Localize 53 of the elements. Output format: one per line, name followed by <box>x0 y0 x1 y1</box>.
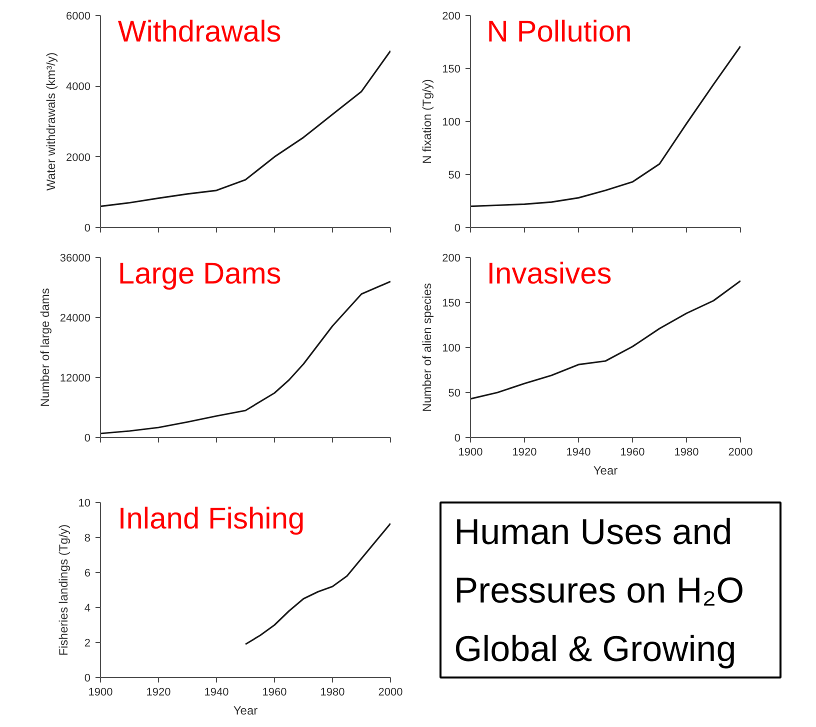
y-tick-label: 0 <box>84 432 91 444</box>
y-axis-title: Number of alien species <box>420 283 434 412</box>
y-tick-label: 24000 <box>60 312 91 324</box>
x-tick-label: 1960 <box>620 446 645 458</box>
y-tick-label: 50 <box>448 170 461 182</box>
chart-title: N Pollution <box>486 16 632 48</box>
x-tick-label: 1900 <box>458 446 483 458</box>
x-tick-label: 1980 <box>320 686 345 698</box>
x-tick-label: 1940 <box>204 686 229 698</box>
x-tick-label: 2000 <box>728 446 753 458</box>
chart-title: Large Dams <box>118 258 282 290</box>
y-tick-label: 4 <box>84 602 91 614</box>
x-axis-title: Year <box>593 464 618 478</box>
y-tick-label: 2000 <box>66 152 91 164</box>
x-tick-label: 1960 <box>262 686 287 698</box>
y-axis-title: Fisheries landings (Tg/y) <box>56 524 70 656</box>
y-tick-label: 100 <box>442 116 461 128</box>
line-series <box>100 50 390 208</box>
line-series <box>470 45 740 208</box>
y-tick-label: 0 <box>84 222 91 234</box>
y-tick-label: 6 <box>84 568 91 580</box>
x-tick-label: 1980 <box>674 446 699 458</box>
y-tick-label: 0 <box>454 432 461 444</box>
x-tick-label: 2000 <box>378 686 403 698</box>
y-axis-title: Number of large dams <box>38 288 52 407</box>
y-tick-label: 0 <box>84 672 91 684</box>
y-axis-title: N fixation (Tg/y) <box>420 79 434 164</box>
y-tick-label: 36000 <box>60 252 91 264</box>
chart-title: Invasives <box>486 258 612 290</box>
y-tick-label: 200 <box>442 10 461 22</box>
y-tick-label: 50 <box>448 388 461 400</box>
y-tick-label: 10 <box>78 498 91 510</box>
chart-title: Withdrawals <box>118 16 282 48</box>
x-axis-title: Year <box>233 704 258 718</box>
x-tick-label: 1920 <box>146 686 171 698</box>
text: Global & Growing <box>454 628 736 669</box>
y-tick-label: 2 <box>84 638 91 650</box>
y-tick-label: 100 <box>442 342 461 354</box>
y-axis-title: Water withdrawals (km³/y) <box>44 52 58 191</box>
y-tick-label: 8 <box>84 532 91 544</box>
y-tick-label: 6000 <box>66 10 91 22</box>
y-tick-label: 150 <box>442 298 461 310</box>
text: Pressures on H₂O <box>454 570 744 610</box>
x-tick-label: 1920 <box>512 446 537 458</box>
y-tick-label: 0 <box>454 222 461 234</box>
x-tick-label: 1940 <box>566 446 591 458</box>
y-tick-label: 200 <box>442 252 461 264</box>
x-tick-label: 1900 <box>88 686 113 698</box>
y-tick-label: 4000 <box>66 81 91 94</box>
y-tick-label: 150 <box>442 64 461 76</box>
text: Human Uses and <box>454 511 732 552</box>
y-tick-label: 12000 <box>60 372 91 384</box>
chart-title: Inland Fishing <box>118 502 305 536</box>
